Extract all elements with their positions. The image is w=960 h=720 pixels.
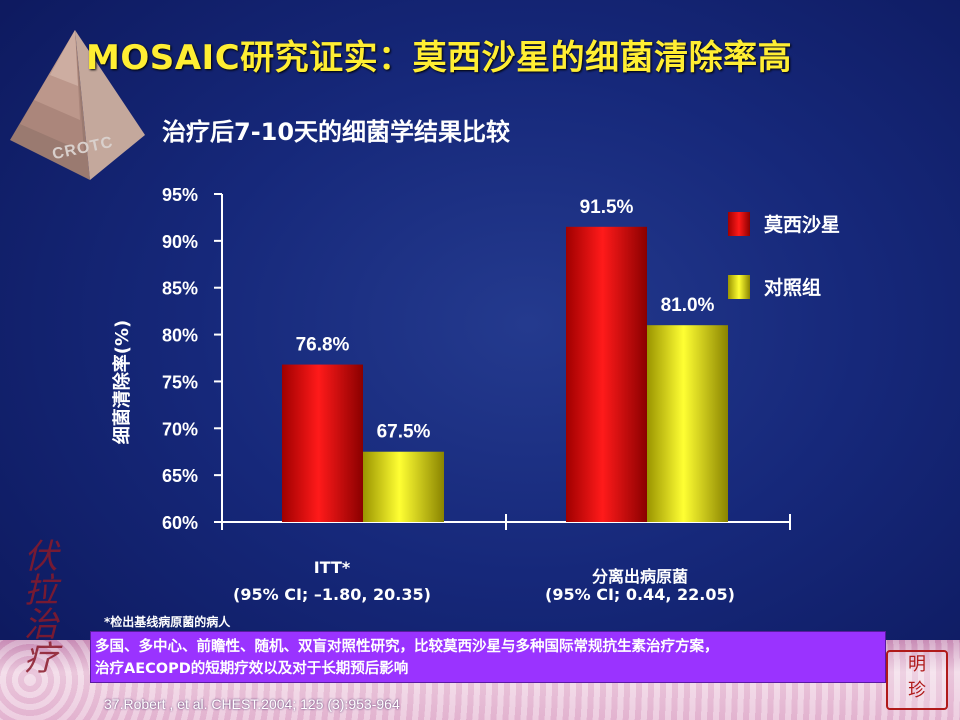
y-tick-label: 95%: [162, 185, 198, 205]
study-description-box: 多国、多中心、前瞻性、随机、双盲对照性研究，比较莫西沙星与多种国际常规抗生素治疗…: [90, 631, 886, 683]
legend-swatch-yellow: [728, 274, 750, 299]
y-axis-label: 细菌清除率(%): [111, 320, 133, 445]
bar-value-label: 67.5%: [377, 422, 431, 443]
slide-title: MOSAIC研究证实：莫西沙星的细菌清除率高: [86, 38, 793, 78]
bar-value-label: 91.5%: [580, 197, 634, 218]
callout-line: 治疗AECOPD的短期疗效以及对于长期预后影响: [95, 661, 409, 677]
category-ci: (95% CI; –1.80, 20.35): [233, 585, 431, 604]
bar-moxifloxacin: [566, 226, 647, 523]
reference-citation: 37.Robert , et al. CHEST.2004; 125 (3):9…: [104, 696, 400, 712]
category-ci: (95% CI; 0.44, 22.05): [545, 585, 735, 604]
y-tick-label: 75%: [162, 372, 198, 392]
callout-line: 多国、多中心、前瞻性、随机、双盲对照性研究，比较莫西沙星与多种国际常规抗生素治疗…: [95, 639, 719, 655]
bar-value-label: 76.8%: [296, 335, 350, 356]
bar-moxifloxacin: [282, 364, 363, 522]
bar-control: [363, 451, 444, 522]
bar-value-label: 81.0%: [661, 295, 715, 316]
category-label: 分离出病原菌: [591, 567, 688, 586]
legend-label: 对照组: [764, 277, 822, 299]
legend-item-moxifloxacin: 莫西沙星: [728, 210, 840, 237]
legend-label: 莫西沙星: [764, 214, 841, 236]
bar-control: [647, 325, 728, 522]
crotc-pyramid-logo: [10, 30, 145, 180]
y-tick-label: 85%: [162, 279, 198, 299]
y-tick-label: 70%: [162, 419, 198, 439]
y-tick-label: 80%: [162, 326, 198, 346]
legend-item-control: 对照组: [728, 273, 821, 300]
y-tick-label: 60%: [162, 513, 198, 533]
category-label: ITT*: [313, 558, 351, 577]
seal-stamp: 明 珍: [886, 650, 948, 710]
calligraphy-decoration: 伏 拉 治 疗: [24, 537, 58, 679]
chart-title: 治疗后7-10天的细菌学结果比较: [162, 118, 511, 146]
legend-swatch-red: [728, 211, 750, 236]
y-tick-label: 90%: [162, 232, 198, 252]
footnote: *检出基线病原菌的病人: [104, 615, 231, 629]
y-tick-label: 65%: [162, 466, 198, 486]
